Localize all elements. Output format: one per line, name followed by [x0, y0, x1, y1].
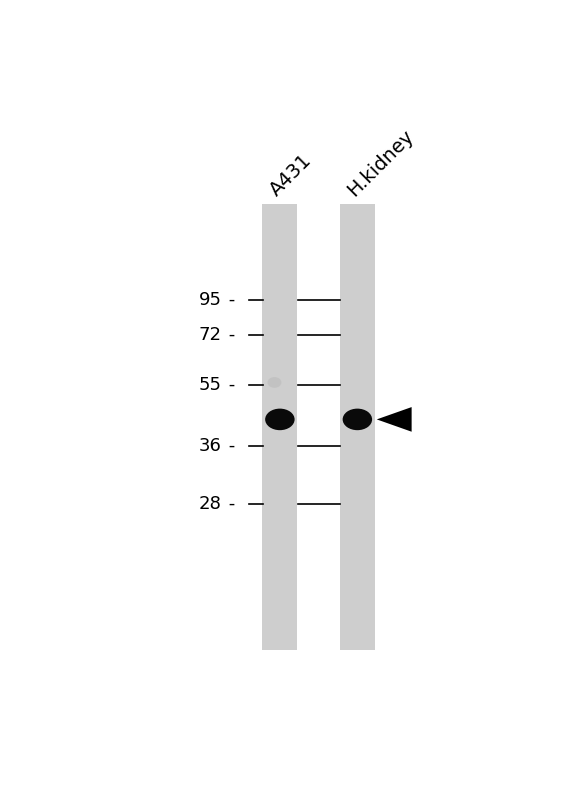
Text: 28: 28: [199, 495, 221, 513]
Polygon shape: [377, 407, 412, 432]
Text: 72: 72: [199, 326, 221, 344]
Text: 55: 55: [199, 376, 221, 394]
Text: H.kidney: H.kidney: [344, 126, 418, 200]
Text: -: -: [223, 438, 236, 455]
Ellipse shape: [342, 409, 372, 430]
Bar: [340, 204, 375, 650]
Text: 36: 36: [199, 438, 221, 455]
Text: 95: 95: [199, 291, 221, 309]
Text: -: -: [223, 495, 236, 513]
Ellipse shape: [265, 409, 294, 430]
Text: -: -: [223, 291, 236, 309]
Ellipse shape: [267, 377, 281, 388]
Text: A431: A431: [267, 151, 316, 200]
Text: -: -: [223, 376, 236, 394]
Bar: [262, 204, 297, 650]
Text: -: -: [223, 326, 236, 344]
